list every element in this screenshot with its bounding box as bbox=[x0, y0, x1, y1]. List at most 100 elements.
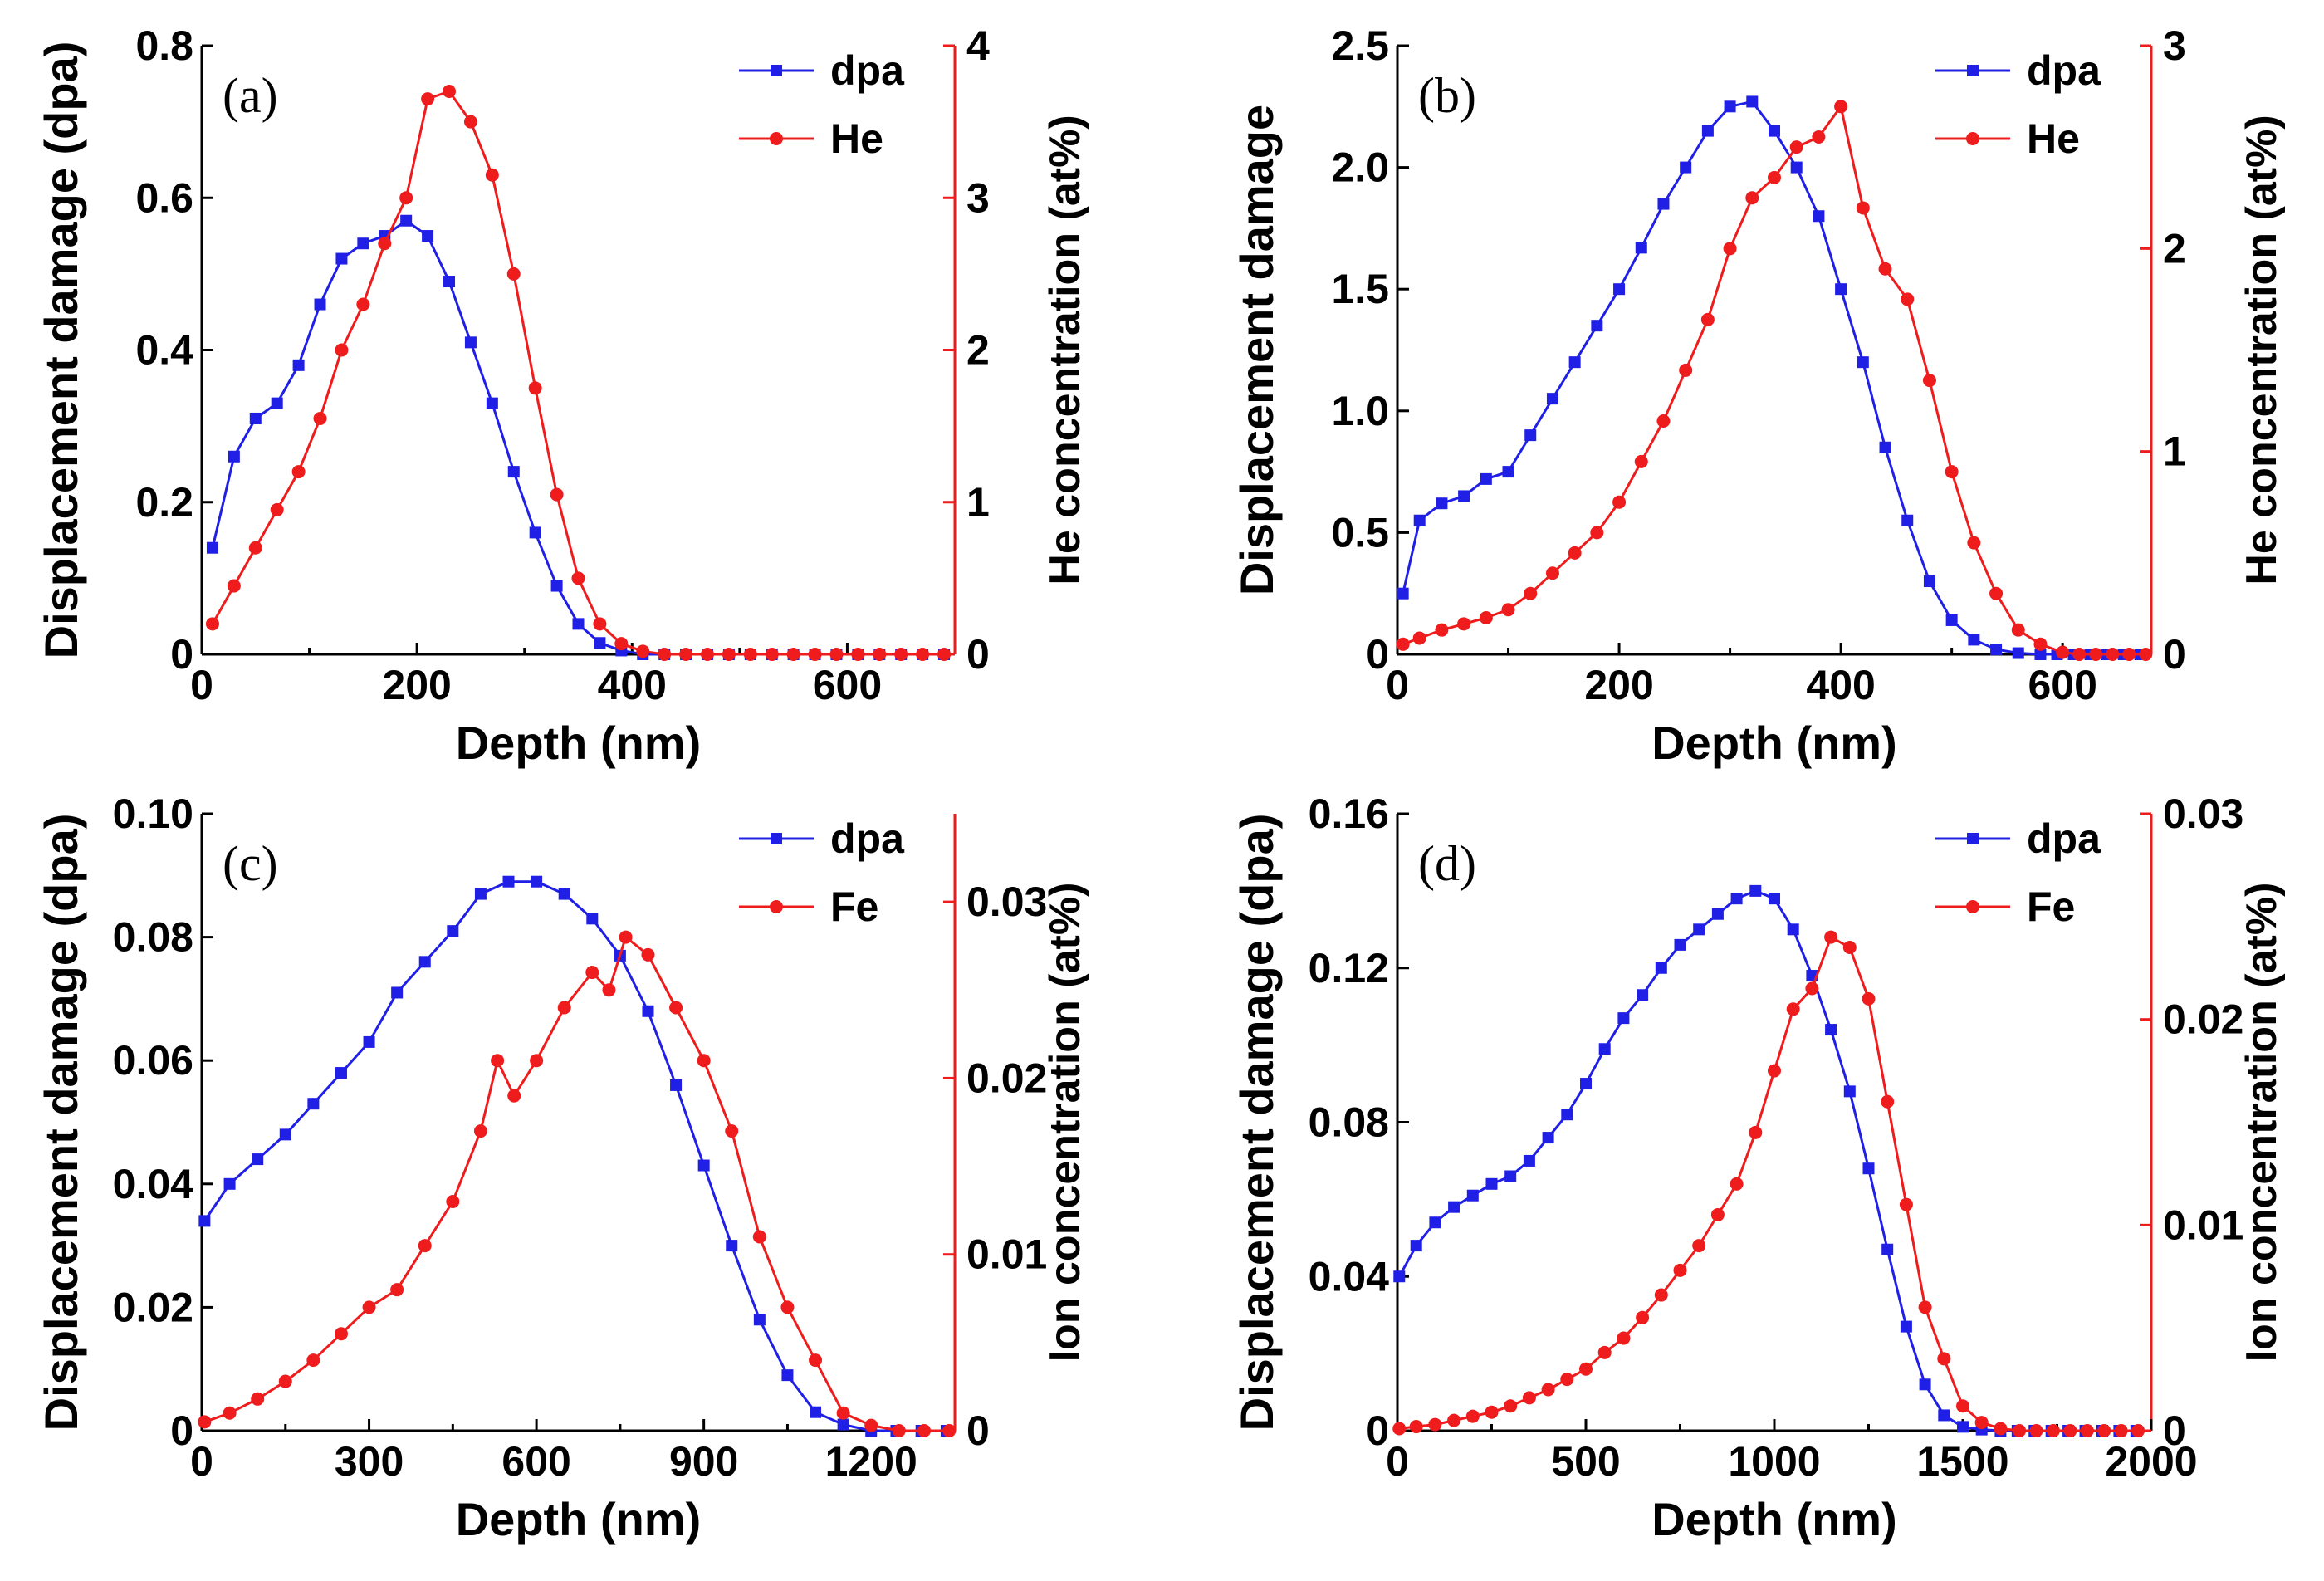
legend-entry-He: He bbox=[739, 115, 883, 162]
panel-b: 0 200 400 600 0 0.5 1.0 1.5 2.0 2.5 0 1 2 3 Depth (nm)… bbox=[1230, 22, 2286, 769]
data-point-dpa bbox=[697, 1159, 710, 1172]
data-point-dpa bbox=[1693, 923, 1705, 936]
data-point-He bbox=[1856, 201, 1870, 215]
data-point-He bbox=[1789, 140, 1803, 154]
data-point-dpa bbox=[1990, 644, 2003, 656]
data-point-dpa bbox=[1680, 161, 1692, 174]
data-point-dpa bbox=[1919, 1378, 1931, 1391]
data-point-dpa bbox=[1591, 320, 1603, 332]
data-point-He bbox=[2122, 648, 2136, 661]
y2-tick-label: 0.02 bbox=[2163, 996, 2243, 1043]
panel-d: 0 500 1000 1500 200000.040.080.120.1600.010.… bbox=[1230, 790, 2286, 1545]
data-point-He bbox=[270, 502, 284, 516]
legend-entry-He: He bbox=[1935, 115, 2080, 162]
data-point-dpa bbox=[292, 359, 305, 371]
y2-axis-title: Ion concentration (at%) bbox=[1041, 883, 1089, 1363]
data-point-dpa bbox=[1613, 283, 1626, 296]
data-point-dpa bbox=[474, 888, 487, 900]
data-point-He bbox=[1545, 566, 1559, 580]
data-point-dpa bbox=[781, 1369, 794, 1382]
data-point-Fe bbox=[2046, 1424, 2060, 1437]
data-point-He bbox=[1479, 611, 1493, 625]
data-point-Fe bbox=[1768, 1064, 1781, 1078]
legend-marker bbox=[770, 900, 783, 913]
data-point-Fe bbox=[1465, 1409, 1480, 1423]
y2-tick-label: 2 bbox=[966, 327, 990, 374]
data-point-dpa bbox=[1835, 283, 1847, 296]
y-tick-label: 0 bbox=[170, 1407, 193, 1454]
data-point-dpa bbox=[271, 397, 283, 409]
data-point-dpa bbox=[447, 925, 459, 937]
data-point-dpa bbox=[279, 1128, 291, 1141]
y2-tick-label: 1 bbox=[966, 479, 990, 526]
y2-tick-label: 3 bbox=[966, 174, 990, 221]
data-point-Fe bbox=[557, 1001, 571, 1015]
data-point-dpa bbox=[502, 875, 515, 888]
series-line-He bbox=[1402, 103, 2146, 656]
data-point-Fe bbox=[602, 983, 616, 997]
y-tick-label: 0.12 bbox=[1309, 945, 1389, 991]
data-point-dpa bbox=[670, 1079, 683, 1091]
series-Fe bbox=[1392, 930, 2145, 1437]
data-point-dpa bbox=[726, 1240, 738, 1252]
series-line-dpa bbox=[1402, 100, 2141, 656]
data-point-dpa bbox=[335, 252, 348, 265]
data-point-Fe bbox=[334, 1327, 348, 1341]
data-point-He bbox=[356, 297, 370, 311]
legend-marker bbox=[1967, 833, 1979, 844]
data-point-He bbox=[829, 648, 844, 661]
y-tick-label: 0.06 bbox=[113, 1037, 193, 1084]
data-point-Fe bbox=[473, 1124, 487, 1138]
y-tick-label: 0.8 bbox=[135, 22, 193, 69]
y2-tick-label: 0 bbox=[2163, 1407, 2186, 1454]
data-point-dpa bbox=[642, 1005, 654, 1017]
data-point-Fe bbox=[917, 1424, 932, 1437]
data-point-dpa bbox=[1410, 1240, 1422, 1252]
data-point-He bbox=[786, 648, 800, 661]
data-point-dpa bbox=[198, 1215, 211, 1227]
x-tick-label: 1000 bbox=[1728, 1438, 1820, 1485]
x-tick-label: 1500 bbox=[1916, 1438, 2008, 1485]
data-point-dpa bbox=[1429, 1216, 1441, 1229]
data-point-Fe bbox=[1428, 1417, 1442, 1432]
data-point-Fe bbox=[1786, 1002, 1800, 1016]
data-point-dpa bbox=[1655, 962, 1667, 974]
data-point-He bbox=[2139, 648, 2153, 661]
x-tick-label: 900 bbox=[669, 1438, 738, 1485]
data-point-Fe bbox=[1805, 981, 1819, 996]
data-point-Fe bbox=[1485, 1405, 1499, 1419]
data-point-dpa bbox=[1485, 1177, 1498, 1190]
data-point-dpa bbox=[314, 298, 326, 311]
data-point-dpa bbox=[391, 986, 404, 999]
y2-tick-label: 3 bbox=[2163, 22, 2186, 69]
data-point-He bbox=[765, 648, 779, 661]
data-point-Fe bbox=[362, 1300, 376, 1314]
data-point-Fe bbox=[491, 1054, 505, 1068]
data-point-He bbox=[1834, 100, 1848, 114]
data-point-He bbox=[571, 571, 585, 585]
x-tick-label: 600 bbox=[813, 662, 882, 708]
data-point-Fe bbox=[942, 1424, 957, 1437]
legend-label: dpa bbox=[830, 47, 905, 94]
series-Fe bbox=[198, 930, 957, 1437]
y2-tick-label: 0 bbox=[966, 631, 990, 678]
data-point-dpa bbox=[572, 618, 585, 630]
data-point-He bbox=[2011, 623, 2025, 637]
data-point-He bbox=[463, 115, 477, 129]
data-point-dpa bbox=[1448, 1201, 1460, 1213]
data-point-He bbox=[1812, 130, 1826, 144]
data-point-dpa bbox=[228, 450, 240, 463]
data-point-dpa bbox=[1458, 490, 1470, 502]
legend-marker bbox=[1966, 900, 1979, 913]
data-point-Fe bbox=[1824, 930, 1838, 944]
data-point-Fe bbox=[1692, 1239, 1706, 1253]
data-point-Fe bbox=[1937, 1352, 1951, 1366]
data-point-He bbox=[743, 648, 757, 661]
x-tick-label: 300 bbox=[335, 1438, 404, 1485]
data-point-Fe bbox=[306, 1353, 320, 1368]
data-point-dpa bbox=[1730, 893, 1743, 905]
y-tick-label: 0.08 bbox=[113, 914, 193, 961]
data-point-dpa bbox=[1862, 1162, 1875, 1175]
y2-tick-label: 0 bbox=[966, 1407, 990, 1454]
data-point-dpa bbox=[1900, 1320, 1912, 1333]
